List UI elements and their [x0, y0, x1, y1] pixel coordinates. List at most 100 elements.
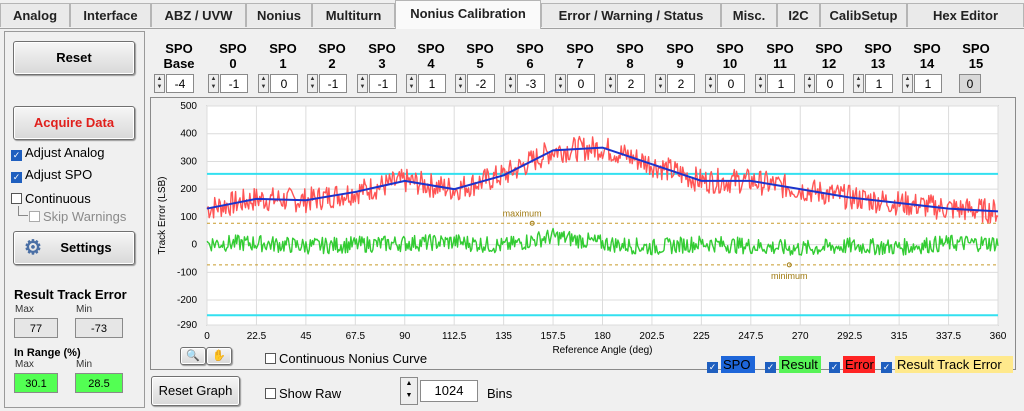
tab-misc[interactable]: Misc. — [721, 3, 777, 27]
skip-warnings-checkbox[interactable]: Skip Warnings — [29, 208, 126, 226]
spo-value-input[interactable]: -1 — [369, 74, 397, 93]
reset-button[interactable]: Reset — [13, 41, 135, 75]
stepper-arrows-icon[interactable]: ▲ ▼ — [655, 74, 666, 93]
spo-value-input[interactable]: 0 — [816, 74, 844, 93]
stepper-arrows-icon[interactable]: ▲ ▼ — [555, 74, 566, 93]
spo-stepper[interactable]: ▲ ▼ 2 — [655, 74, 697, 93]
bins-input[interactable]: 1024 — [420, 380, 478, 402]
stepper-arrows-icon[interactable]: ▲ ▼ — [307, 74, 318, 93]
spo-header-line2: 1 — [279, 56, 287, 71]
stepper-arrows-icon[interactable]: ▲ ▼ — [154, 74, 165, 93]
pan-tool-button[interactable]: ✋ — [206, 347, 232, 365]
checkbox-icon: ✓ — [707, 362, 718, 373]
continuous-nonius-curve-checkbox[interactable]: Continuous Nonius Curve — [265, 350, 427, 368]
tab-multiturn[interactable]: Multiturn — [312, 3, 395, 27]
stepper-arrows-icon[interactable]: ▲ ▼ — [705, 74, 716, 93]
spo-header-line2: 15 — [968, 56, 984, 71]
spo-stepper[interactable]: ▲ ▼ 1 — [406, 74, 448, 93]
spo-value-input[interactable]: -4 — [166, 74, 194, 93]
spo-stepper[interactable]: ▲ ▼ -2 — [455, 74, 497, 93]
spo-value-input[interactable]: 1 — [418, 74, 446, 93]
spo-value-input[interactable]: 0 — [717, 74, 745, 93]
spo-stepper[interactable]: ▲ ▼ -3 — [505, 74, 547, 93]
result-track-error-title: Result Track Error — [14, 287, 127, 302]
spo-header-7: SPO 6 — [509, 41, 551, 71]
stepper-arrows-icon[interactable]: ▲ ▼ — [755, 74, 766, 93]
bins-stepper[interactable]: ▲ ▼ 1024 — [400, 377, 480, 405]
acquire-data-button[interactable]: Acquire Data — [13, 106, 135, 140]
bins-stepper-arrows[interactable]: ▲ ▼ — [400, 377, 418, 405]
tab-nonius[interactable]: Nonius — [246, 3, 312, 27]
spo-header-line2: 9 — [676, 56, 684, 71]
adjust-analog-checkbox[interactable]: ✓ Adjust Analog — [11, 144, 105, 162]
maximum-marker — [529, 220, 535, 226]
minimum-marker — [786, 262, 792, 268]
spo-stepper[interactable]: ▲ ▼ -1 — [357, 74, 399, 93]
spo-stepper[interactable]: ▲ ▼ 1 — [853, 74, 895, 93]
stepper-arrows-icon[interactable]: ▲ ▼ — [455, 74, 466, 93]
spo-value-input[interactable]: 0 — [270, 74, 298, 93]
spo-value-input[interactable]: 2 — [667, 74, 695, 93]
show-raw-checkbox[interactable]: Show Raw — [265, 385, 341, 403]
spo-value-input[interactable]: 2 — [617, 74, 645, 93]
stepper-arrows-icon[interactable]: ▲ ▼ — [406, 74, 417, 93]
stepper-arrows-icon[interactable]: ▲ ▼ — [902, 74, 913, 93]
y-tick-label: -290 — [177, 320, 197, 331]
settings-label: Settings — [60, 240, 112, 255]
adjust-analog-label: Adjust Analog — [25, 145, 105, 160]
legend-label: Result Track Error — [895, 356, 1013, 373]
stepper-arrows-icon[interactable]: ▲ ▼ — [605, 74, 616, 93]
legend-error[interactable]: ✓ Error — [829, 356, 875, 373]
spo-stepper[interactable]: ▲ ▼ 0 — [258, 74, 300, 93]
spo-value-input[interactable]: -1 — [319, 74, 347, 93]
stepper-arrows-icon[interactable]: ▲ ▼ — [505, 74, 516, 93]
stepper-arrows-icon[interactable]: ▲ ▼ — [357, 74, 368, 93]
spo-stepper[interactable]: ▲ ▼ 2 — [605, 74, 647, 93]
y-tick-label: 100 — [180, 212, 197, 223]
spo-stepper[interactable]: ▲ ▼ 1 — [902, 74, 944, 93]
x-tick-label: 315 — [891, 331, 908, 342]
spo-header-line1: SPO — [716, 41, 744, 56]
x-tick-label: 45 — [300, 331, 312, 342]
tab-analog[interactable]: Analog — [0, 3, 70, 27]
stepper-arrows-icon[interactable]: ▲ ▼ — [258, 74, 269, 93]
spo-stepper[interactable]: ▲ ▼ -4 — [154, 74, 196, 93]
in-range-min-value: 28.5 — [75, 373, 123, 393]
stepper-arrows-icon[interactable]: ▲ ▼ — [208, 74, 219, 93]
spo-stepper[interactable]: ▲ ▼ 1 — [755, 74, 797, 93]
spo-value-input[interactable]: 1 — [914, 74, 942, 93]
spo-stepper[interactable]: ▲ ▼ 0 — [555, 74, 597, 93]
spo-header-4: SPO 3 — [361, 41, 403, 71]
legend-spo[interactable]: ✓ SPO — [707, 356, 755, 373]
spo-stepper[interactable]: ▲ ▼ 0 — [804, 74, 846, 93]
settings-button[interactable]: ⚙ Settings — [13, 231, 135, 265]
stepper-arrows-icon[interactable]: ▲ ▼ — [804, 74, 815, 93]
stepper-arrows-icon[interactable]: ▲ ▼ — [853, 74, 864, 93]
spo-value-input[interactable]: 1 — [865, 74, 893, 93]
spo-value-input[interactable]: -3 — [517, 74, 545, 93]
spo-header-13: SPO 12 — [808, 41, 850, 71]
spo-stepper[interactable]: ▲ ▼ -1 — [208, 74, 250, 93]
reset-graph-button[interactable]: Reset Graph — [151, 376, 240, 406]
tab-i2c[interactable]: I2C — [777, 3, 820, 27]
spo-value-input[interactable]: 0 — [567, 74, 595, 93]
spo-value-input[interactable]: 1 — [767, 74, 795, 93]
spo-header-line2: 12 — [821, 56, 837, 71]
legend-result[interactable]: ✓ Result — [765, 356, 821, 373]
tab-calibsetup[interactable]: CalibSetup — [820, 3, 907, 27]
tab-error-warning-status[interactable]: Error / Warning / Status — [541, 3, 721, 27]
continuous-checkbox[interactable]: Continuous — [11, 190, 91, 208]
spo-value-input[interactable]: -2 — [467, 74, 495, 93]
spo-header-14: SPO 13 — [857, 41, 899, 71]
legend-result-track-error[interactable]: ✓ Result Track Error — [881, 356, 1013, 373]
adjust-spo-checkbox[interactable]: ✓ Adjust SPO — [11, 166, 92, 184]
tab-abz-uvw[interactable]: ABZ / UVW — [151, 3, 246, 27]
tab-interface[interactable]: Interface — [70, 3, 151, 27]
tab-hex-editor[interactable]: Hex Editor — [907, 3, 1024, 27]
spo-stepper[interactable]: ▲ ▼ -1 — [307, 74, 349, 93]
tab-nonius-calibration[interactable]: Nonius Calibration — [395, 0, 541, 29]
x-tick-label: 247.5 — [738, 331, 763, 342]
spo-stepper[interactable]: ▲ ▼ 0 — [705, 74, 747, 93]
zoom-tool-button[interactable]: 🔍 — [180, 347, 206, 365]
spo-value-input[interactable]: -1 — [220, 74, 248, 93]
